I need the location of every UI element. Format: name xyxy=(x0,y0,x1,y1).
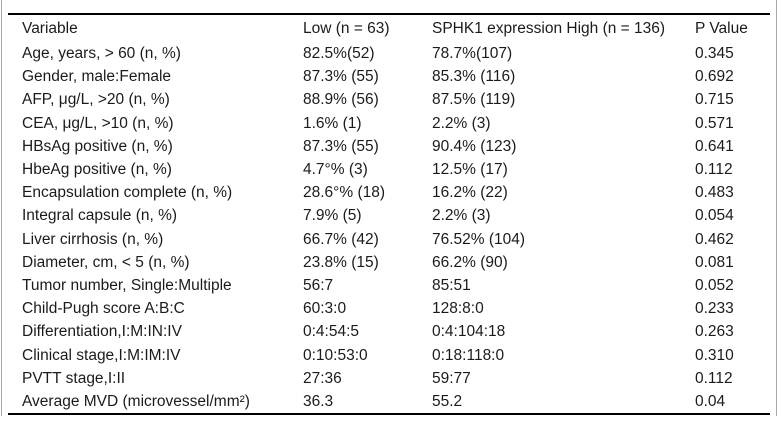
variable-cell: Clinical stage,I:M:IM:IV xyxy=(22,346,181,364)
pvalue-cell: 0.641 xyxy=(695,137,734,155)
table-row: Average MVD (microvessel/mm²) 36.3 55.2 0.0… xyxy=(8,390,770,414)
table-row: CEA, μg/L, >10 (n, %) 1.6% (1) 2.2% (3) 0.5… xyxy=(8,112,770,135)
low-cell: 27:36 xyxy=(303,369,342,387)
low-cell: 23.8% (15) xyxy=(303,253,379,271)
low-cell: 0:4:54:5 xyxy=(303,323,360,341)
pvalue-cell: 0.233 xyxy=(695,300,734,318)
left-frame-line xyxy=(1,0,2,416)
table-body: Age, years, > 60 (n, %) 82.5%(52) 78.7%(10… xyxy=(8,42,770,414)
pvalue-cell: 0.462 xyxy=(695,230,734,248)
table-row: Gender, male:Female 87.3% (55) 85.3% (116)… xyxy=(8,65,770,88)
table-row: Tumor number, Single:Multiple 56:7 85:51 0.… xyxy=(8,274,770,297)
table-row: AFP, μg/L, >20 (n, %) 88.9% (56) 87.5% (11… xyxy=(8,88,770,111)
table-row: Clinical stage,I:M:IM:IV 0:10:53:0 0:18:11… xyxy=(8,344,770,367)
low-cell: 56:7 xyxy=(303,277,334,295)
high-cell: 85.3% (116) xyxy=(432,68,516,86)
variable-cell: AFP, μg/L, >20 (n, %) xyxy=(22,91,170,109)
low-cell: 28.6°% (18) xyxy=(303,184,386,202)
pvalue-cell: 0.263 xyxy=(695,323,734,341)
variable-cell: Age, years, > 60 (n, %) xyxy=(22,45,181,62)
pvalue-cell: 0.571 xyxy=(695,114,734,132)
pvalue-cell: 0.310 xyxy=(695,346,734,364)
variable-cell: Average MVD (microvessel/mm²) xyxy=(22,393,250,411)
pvalue-cell: 0.112 xyxy=(695,161,733,179)
column-header-variable: Variable xyxy=(22,20,78,37)
pvalue-cell: 0.112 xyxy=(695,369,733,387)
variable-cell: CEA, μg/L, >10 (n, %) xyxy=(22,114,174,132)
clinicopathologic-table: Variable Low (n = 63) SPHK1 expression H… xyxy=(8,13,770,416)
pvalue-cell: 0.483 xyxy=(695,184,734,202)
low-cell: 36.3 xyxy=(303,393,334,411)
column-header-pvalue: P Value xyxy=(695,20,748,37)
table-row: Liver cirrhosis (n, %) 66.7% (42) 76.52% (… xyxy=(8,228,770,251)
low-cell: 87.3% (55) xyxy=(303,68,379,86)
table-row: Child-Pugh score A:B:C 60:3:0 128:8:0 0.233 xyxy=(8,297,770,320)
pvalue-cell: 0.052 xyxy=(695,277,734,295)
high-cell: 76.52% (104) xyxy=(432,230,526,248)
high-cell: 128:8:0 xyxy=(432,300,484,318)
low-cell: 4.7°% (3) xyxy=(303,161,368,179)
table-row: Integral capsule (n, %) 7.9% (5) 2.2% (3) 0… xyxy=(8,204,770,227)
low-cell: 87.3% (55) xyxy=(303,137,379,155)
variable-cell: Integral capsule (n, %) xyxy=(22,207,178,225)
low-cell: 7.9% (5) xyxy=(303,207,362,225)
column-header-low: Low (n = 63) xyxy=(303,20,390,37)
high-cell: 78.7%(107) xyxy=(432,45,513,62)
variable-cell: Differentiation,I:M:IN:IV xyxy=(22,323,182,341)
high-cell: 59:77 xyxy=(432,369,471,387)
high-cell: 87.5% (119) xyxy=(432,91,516,109)
low-cell: 66.7% (42) xyxy=(303,230,379,248)
variable-cell: Child-Pugh score A:B:C xyxy=(22,300,185,318)
high-cell: 12.5% (17) xyxy=(432,161,508,179)
table-row: Age, years, > 60 (n, %) 82.5%(52) 78.7%(10… xyxy=(8,42,770,65)
variable-cell: HbeAg positive (n, %) xyxy=(22,161,172,179)
low-cell: 0:10:53:0 xyxy=(303,346,368,364)
table-row: HbeAg positive (n, %) 4.7°% (3) 12.5% (17)… xyxy=(8,158,770,181)
pvalue-cell: 0.081 xyxy=(695,253,734,271)
right-frame-line xyxy=(776,0,777,416)
low-cell: 88.9% (56) xyxy=(303,91,379,109)
table-header: Variable Low (n = 63) SPHK1 expression H… xyxy=(8,14,770,42)
high-cell: 66.2% (90) xyxy=(432,253,508,271)
table-row: Encapsulation complete (n, %) 28.6°% (18)… xyxy=(8,181,770,204)
variable-cell: Encapsulation complete (n, %) xyxy=(22,184,233,202)
column-header-high: SPHK1 expression High (n = 136) xyxy=(432,20,666,37)
pvalue-cell: 0.04 xyxy=(695,393,726,411)
low-cell: 82.5%(52) xyxy=(303,45,375,62)
high-cell: 55.2 xyxy=(432,393,463,411)
high-cell: 16.2% (22) xyxy=(432,184,508,202)
high-cell: 0:18:118:0 xyxy=(432,346,505,364)
variable-cell: PVTT stage,I:II xyxy=(22,369,126,387)
variable-cell: Tumor number, Single:Multiple xyxy=(22,277,232,295)
variable-cell: HBsAg positive (n, %) xyxy=(22,137,173,155)
pvalue-cell: 0.692 xyxy=(695,68,734,86)
table-row: Differentiation,I:M:IN:IV 0:4:54:5 0:4:104… xyxy=(8,320,770,343)
high-cell: 85:51 xyxy=(432,277,471,295)
table-row: Diameter, cm, < 5 (n, %) 23.8% (15) 66.2% … xyxy=(8,251,770,274)
table-row: PVTT stage,I:II 27:36 59:77 0.112 xyxy=(8,367,770,390)
pvalue-cell: 0.345 xyxy=(695,45,734,62)
high-cell: 90.4% (123) xyxy=(432,137,517,155)
variable-cell: Gender, male:Female xyxy=(22,68,172,86)
table-row: HBsAg positive (n, %) 87.3% (55) 90.4% (12… xyxy=(8,135,770,158)
high-cell: 2.2% (3) xyxy=(432,114,491,132)
variable-cell: Diameter, cm, < 5 (n, %) xyxy=(22,253,190,271)
high-cell: 2.2% (3) xyxy=(432,207,491,225)
high-cell: 0:4:104:18 xyxy=(432,323,506,341)
variable-cell: Liver cirrhosis (n, %) xyxy=(22,230,164,248)
header-row: Variable Low (n = 63) SPHK1 expression H… xyxy=(8,14,770,42)
pvalue-cell: 0.054 xyxy=(695,207,734,225)
low-cell: 60:3:0 xyxy=(303,300,347,318)
low-cell: 1.6% (1) xyxy=(303,114,362,132)
pvalue-cell: 0.715 xyxy=(695,91,734,109)
